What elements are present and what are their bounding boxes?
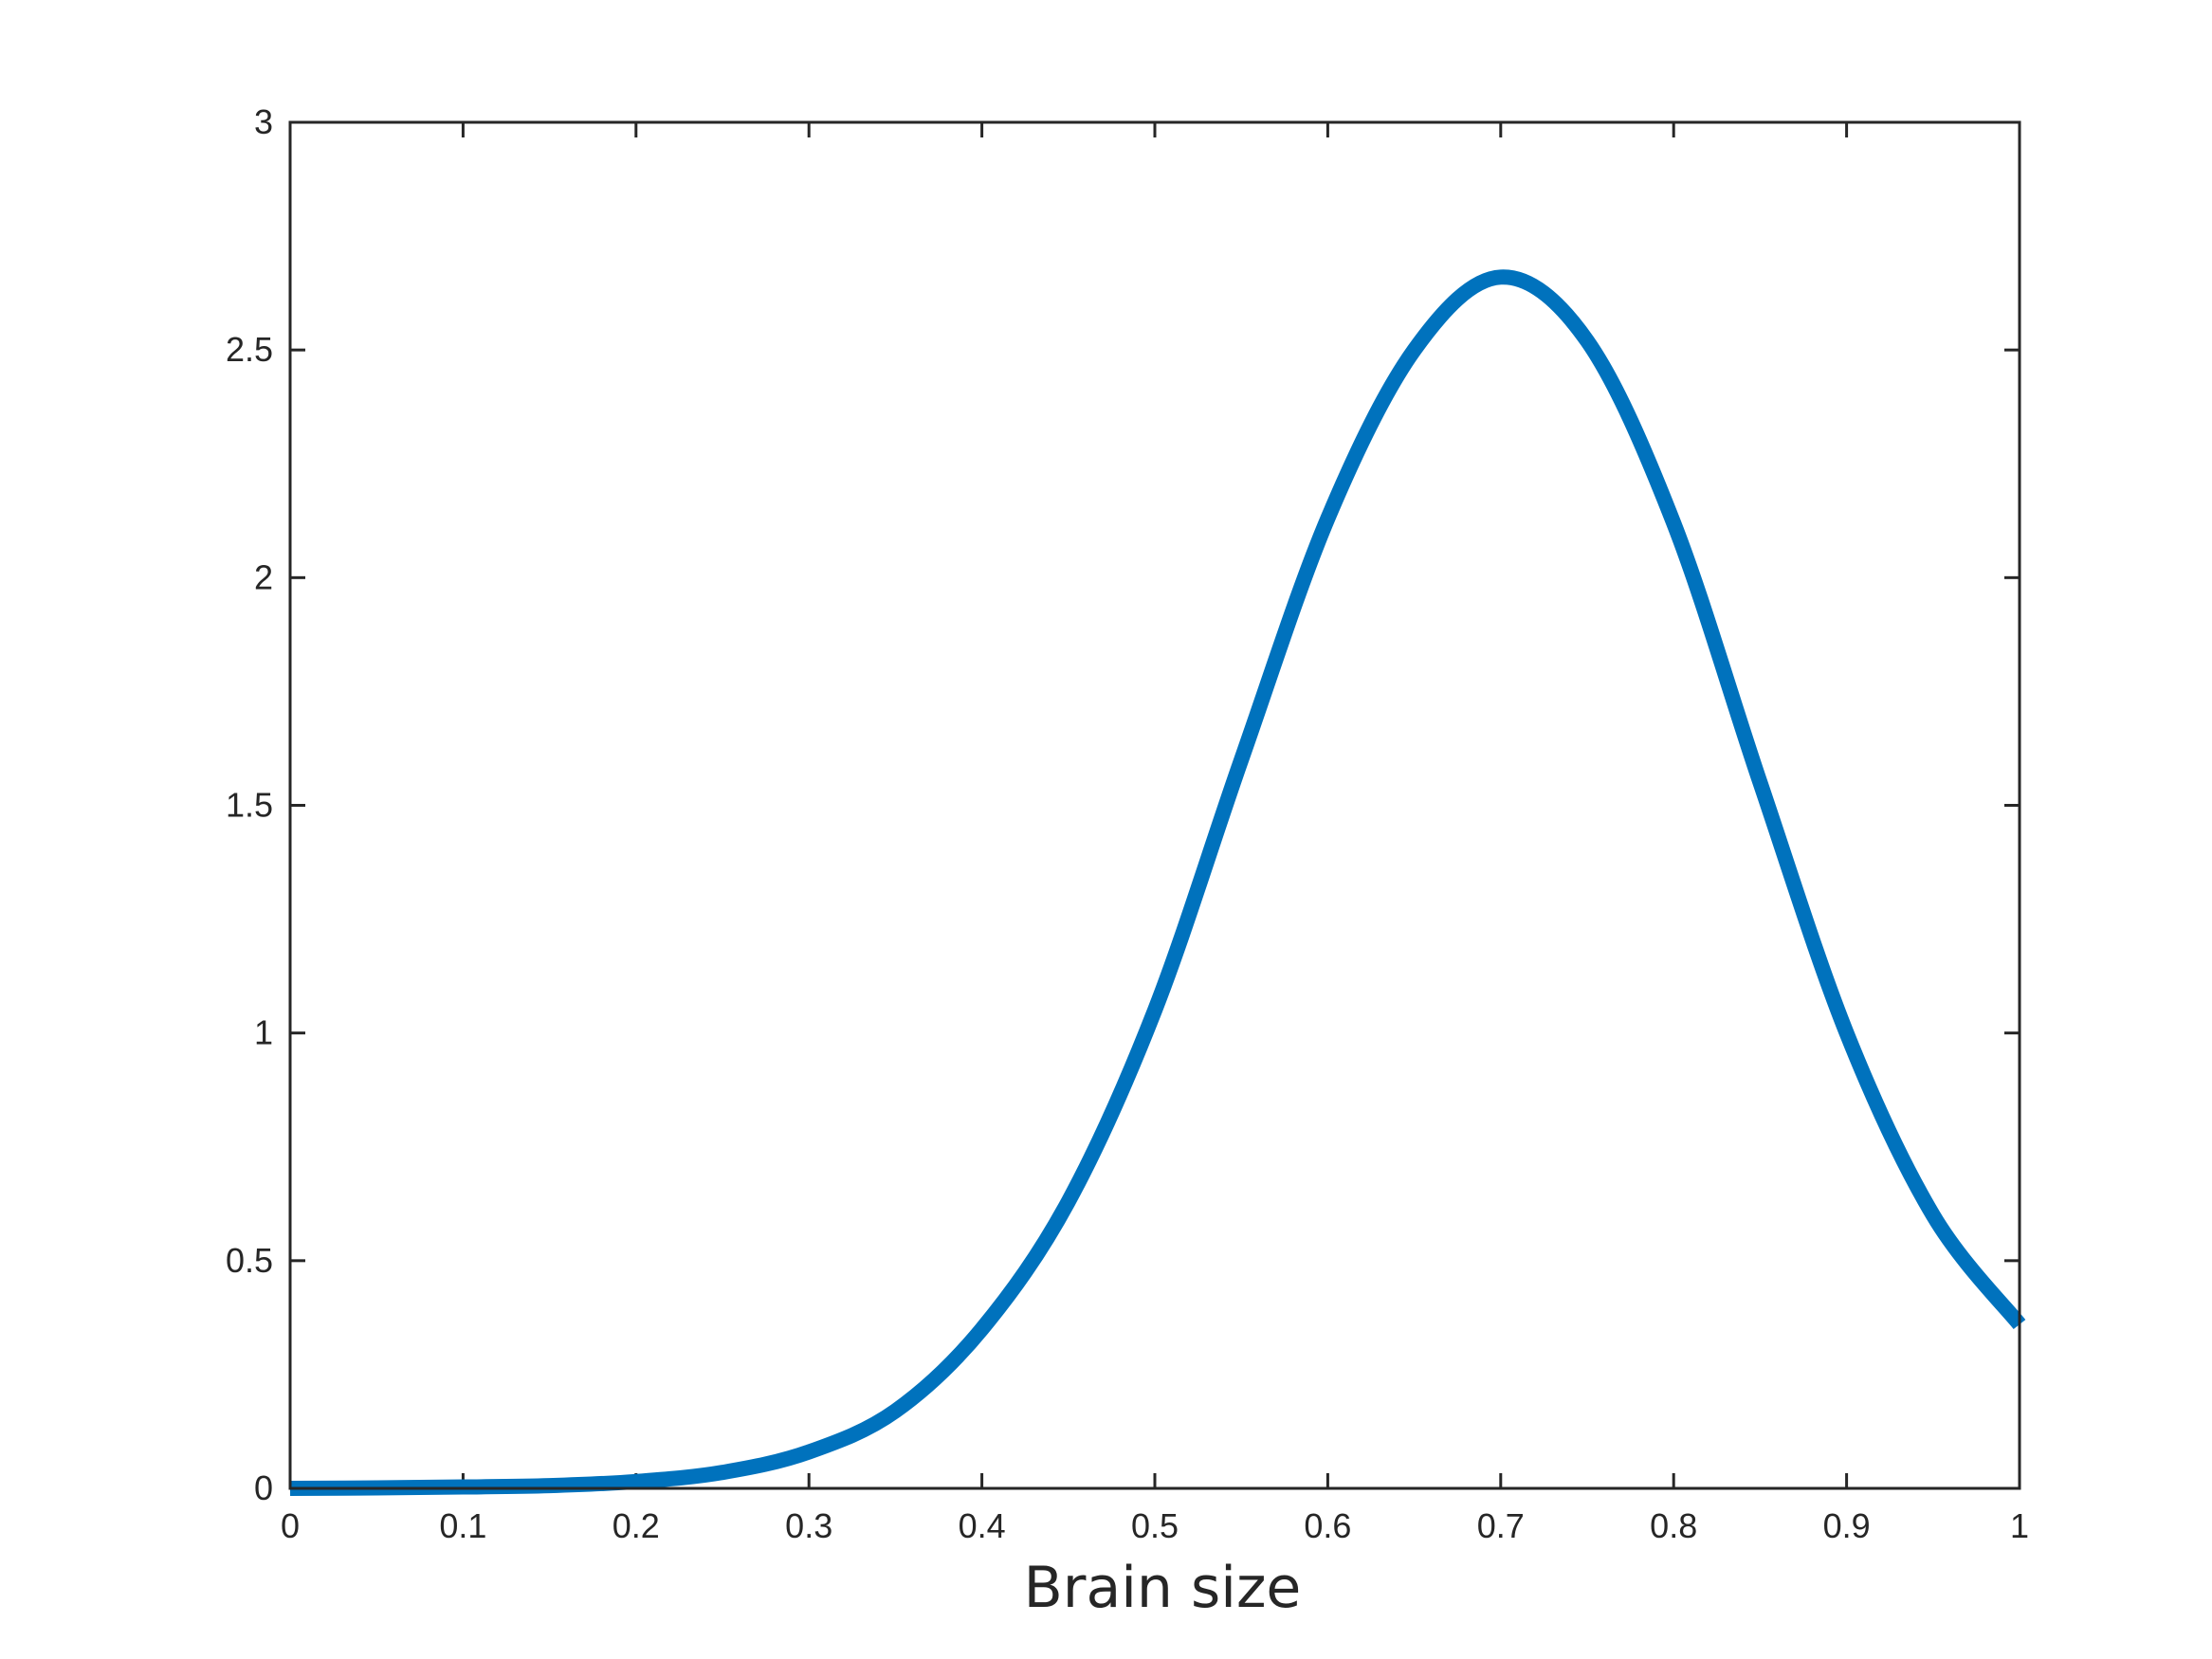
x-axis-tick-labels: 0 0.1 0.2 0.3 0.4 0.5 0.6 0.7 0.8 0.9 1	[281, 1506, 2029, 1545]
x-tick-label: 0.9	[1823, 1506, 1871, 1545]
data-series-line	[289, 269, 2026, 1496]
plot-area-border	[288, 120, 2021, 1490]
x-tick-label: 0.5	[1131, 1506, 1179, 1545]
x-tick-label: 0.1	[439, 1506, 486, 1545]
x-axis-label: Brain size	[1024, 1555, 1302, 1621]
y-tick-label: 1.5	[226, 786, 273, 825]
x-tick-label: 0	[281, 1506, 300, 1545]
x-tick-label: 0.4	[959, 1506, 1006, 1545]
x-tick-label: 0.3	[785, 1506, 832, 1545]
y-tick-label: 0.5	[226, 1241, 273, 1280]
y-tick-label: 2.5	[226, 330, 273, 369]
y-tick-label: 3	[254, 102, 273, 141]
y-tick-label: 1	[254, 1013, 273, 1052]
x-tick-label: 0.6	[1304, 1506, 1351, 1545]
y-tick-label: 2	[254, 557, 273, 596]
plot-background	[290, 122, 2020, 1488]
x-tick-label: 1	[2010, 1506, 2029, 1545]
x-tick-label: 0.8	[1650, 1506, 1697, 1545]
x-tick-label: 0.2	[612, 1506, 660, 1545]
y-axis-tick-labels: 0 0.5 1 1.5 2 2.5 3	[226, 102, 273, 1507]
y-tick-label: 0	[254, 1468, 273, 1507]
x-tick-label: 0.7	[1477, 1506, 1525, 1545]
